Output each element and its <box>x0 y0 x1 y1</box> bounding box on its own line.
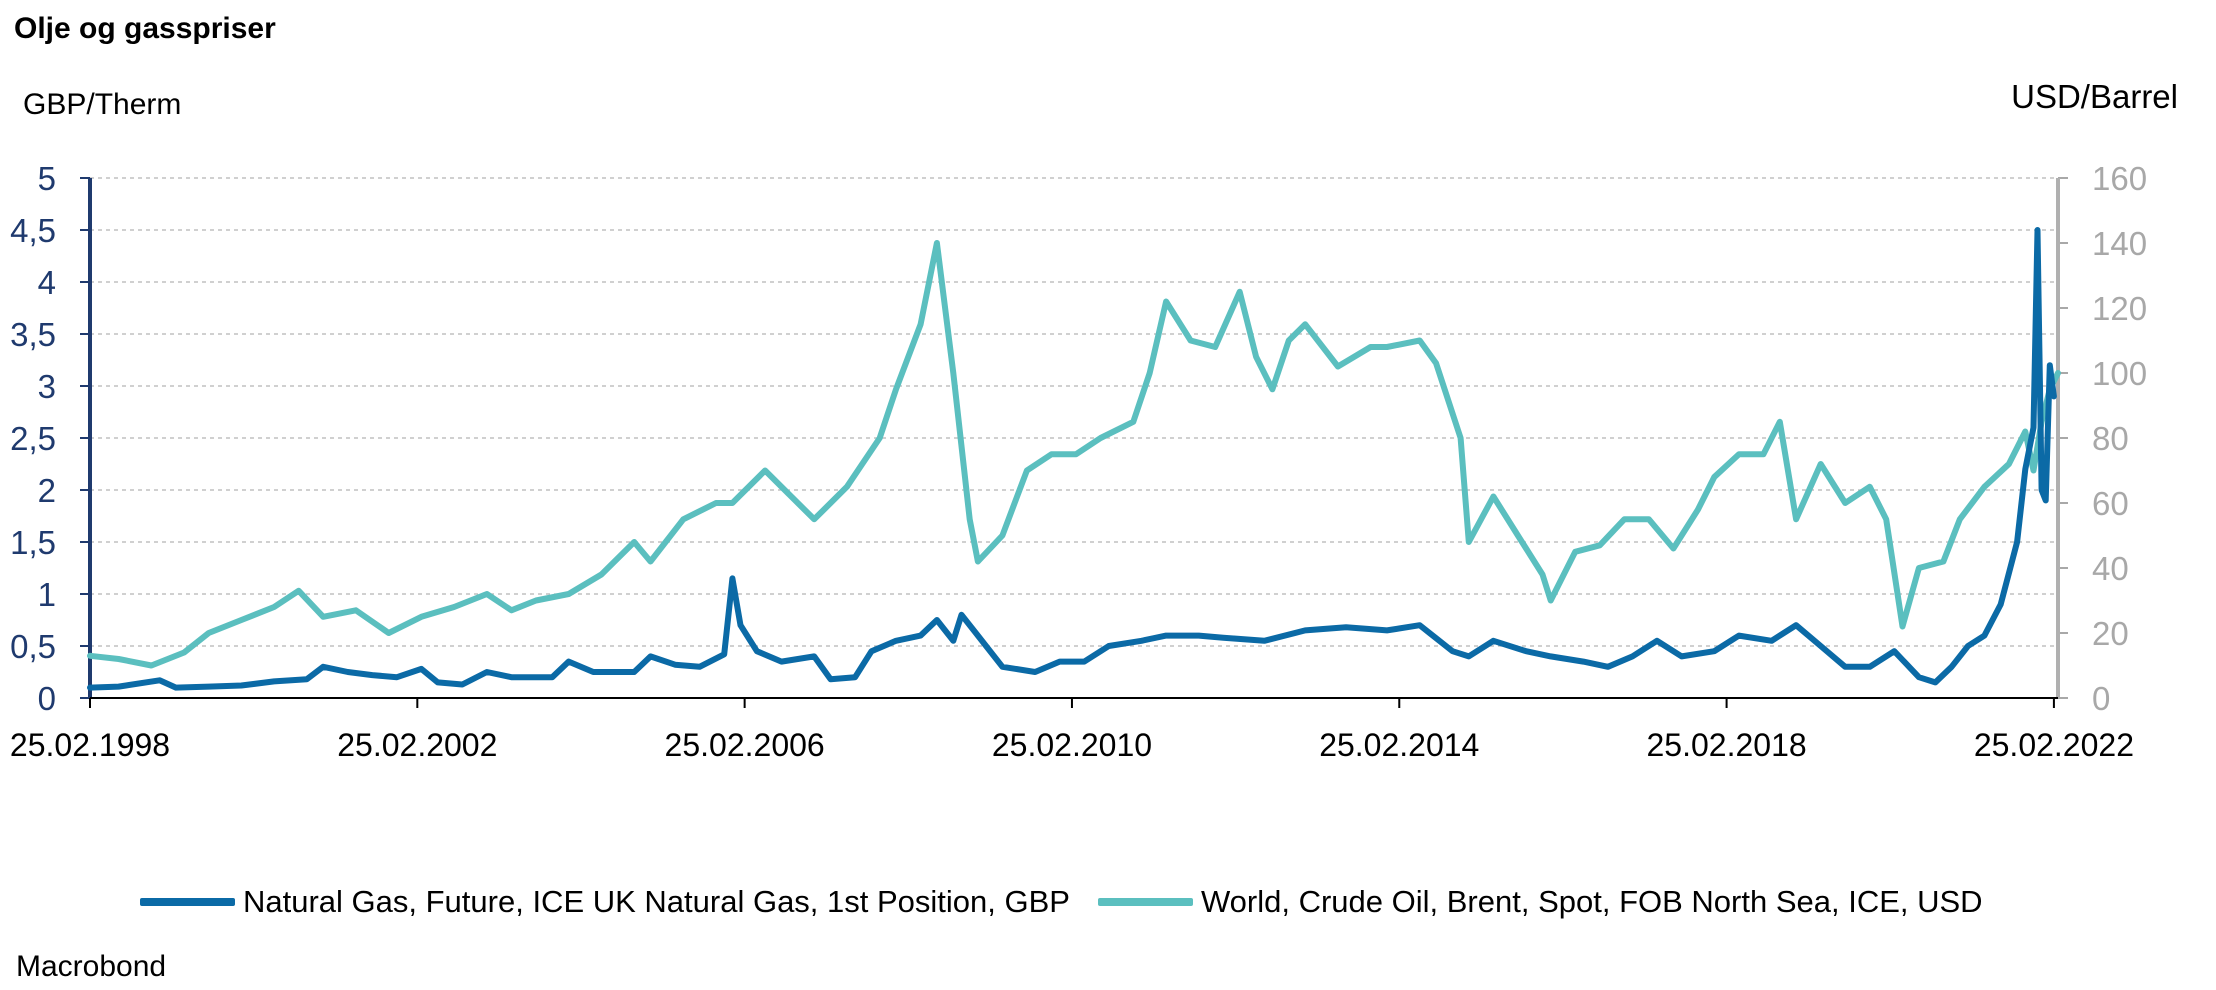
x-tick-label: 25.02.2002 <box>337 727 497 763</box>
chart-title: Olje og gasspriser <box>14 12 276 45</box>
left-tick-label: 1,5 <box>10 524 56 561</box>
right-tick-label: 80 <box>2092 420 2129 457</box>
right-tick-label: 60 <box>2092 485 2129 522</box>
legend: Natural Gas, Future, ICE UK Natural Gas,… <box>140 884 2011 920</box>
right-tick-label: 100 <box>2092 355 2147 392</box>
x-tick-label: 25.02.2022 <box>1974 727 2134 763</box>
legend-swatch-gas <box>140 898 235 906</box>
right-tick-label: 120 <box>2092 290 2147 327</box>
legend-item-oil: World, Crude Oil, Brent, Spot, FOB North… <box>1097 884 1983 920</box>
left-tick-label: 4,5 <box>10 212 56 249</box>
left-tick-label: 4 <box>38 264 56 301</box>
x-tick-label: 25.02.2018 <box>1647 727 1807 763</box>
x-tick-label: 25.02.1998 <box>10 727 170 763</box>
source-label: Macrobond <box>16 950 167 983</box>
left-tick-label: 0 <box>38 680 56 717</box>
series-line-oil <box>87 240 2061 669</box>
right-tick-label: 140 <box>2092 225 2147 262</box>
left-tick-label: 2,5 <box>10 420 56 457</box>
left-tick-label: 3 <box>38 368 56 405</box>
left-tick-label: 2 <box>38 472 56 509</box>
legend-swatch-oil <box>1097 898 1193 906</box>
right-tick-label: 0 <box>2092 680 2110 717</box>
legend-label-gas: Natural Gas, Future, ICE UK Natural Gas,… <box>243 884 1070 919</box>
right-tick-label: 40 <box>2092 550 2129 587</box>
legend-item-gas: Natural Gas, Future, ICE UK Natural Gas,… <box>140 884 1070 920</box>
left-tick-label: 3,5 <box>10 316 56 353</box>
x-tick-label: 25.02.2010 <box>992 727 1152 763</box>
legend-label-oil: World, Crude Oil, Brent, Spot, FOB North… <box>1200 884 1983 919</box>
series-line-gas <box>87 227 2057 691</box>
left-tick-label: 0,5 <box>10 628 56 665</box>
right-axis-label: USD/Barrel <box>2011 78 2178 115</box>
x-tick-label: 25.02.2014 <box>1319 727 1479 763</box>
right-tick-label: 20 <box>2092 615 2129 652</box>
right-tick-label: 160 <box>2092 160 2147 197</box>
left-tick-label: 5 <box>38 160 56 197</box>
x-tick-label: 25.02.2006 <box>665 727 825 763</box>
left-axis-label: GBP/Therm <box>23 88 182 121</box>
left-tick-label: 1 <box>38 576 56 613</box>
